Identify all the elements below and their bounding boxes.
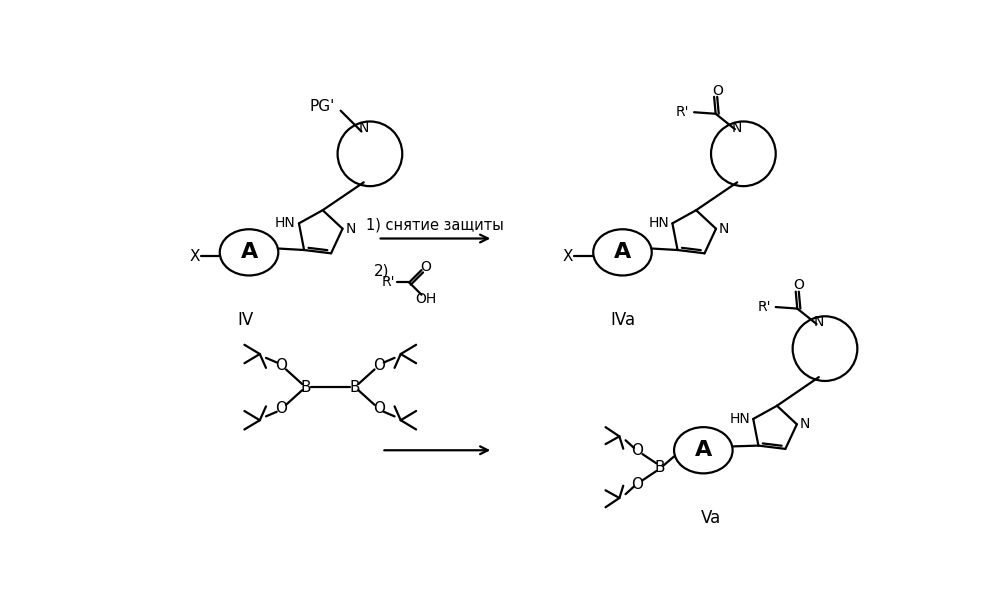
Text: B: B — [655, 460, 665, 475]
Text: OH: OH — [416, 292, 437, 306]
Text: R': R' — [382, 275, 396, 289]
Text: O: O — [374, 358, 386, 373]
Text: N: N — [800, 417, 810, 431]
Text: 1) снятие защиты: 1) снятие защиты — [367, 217, 504, 232]
Text: N: N — [732, 120, 742, 134]
Text: HN: HN — [648, 216, 669, 230]
Text: A: A — [241, 243, 258, 263]
Text: N: N — [719, 222, 729, 236]
Text: A: A — [694, 440, 712, 460]
Text: IVa: IVa — [610, 311, 635, 329]
Text: O: O — [374, 401, 386, 416]
Text: O: O — [276, 358, 288, 373]
Text: HN: HN — [729, 412, 750, 426]
Text: PG': PG' — [309, 99, 335, 114]
Text: A: A — [613, 243, 631, 263]
Text: 2): 2) — [374, 263, 390, 278]
Text: N: N — [359, 120, 369, 134]
Text: X: X — [189, 249, 200, 264]
Text: O: O — [631, 477, 643, 492]
Text: B: B — [350, 379, 360, 395]
Text: R': R' — [676, 105, 689, 119]
Text: O: O — [631, 443, 643, 458]
Text: N: N — [813, 316, 824, 330]
Text: Va: Va — [701, 509, 721, 527]
Text: O: O — [793, 278, 804, 292]
Text: O: O — [276, 401, 288, 416]
Text: HN: HN — [275, 216, 296, 230]
Text: O: O — [711, 84, 722, 98]
Text: X: X — [562, 249, 573, 264]
Text: B: B — [301, 379, 312, 395]
Text: R': R' — [757, 300, 771, 314]
Text: O: O — [421, 260, 432, 274]
Text: N: N — [346, 222, 356, 236]
Text: IV: IV — [237, 311, 254, 329]
